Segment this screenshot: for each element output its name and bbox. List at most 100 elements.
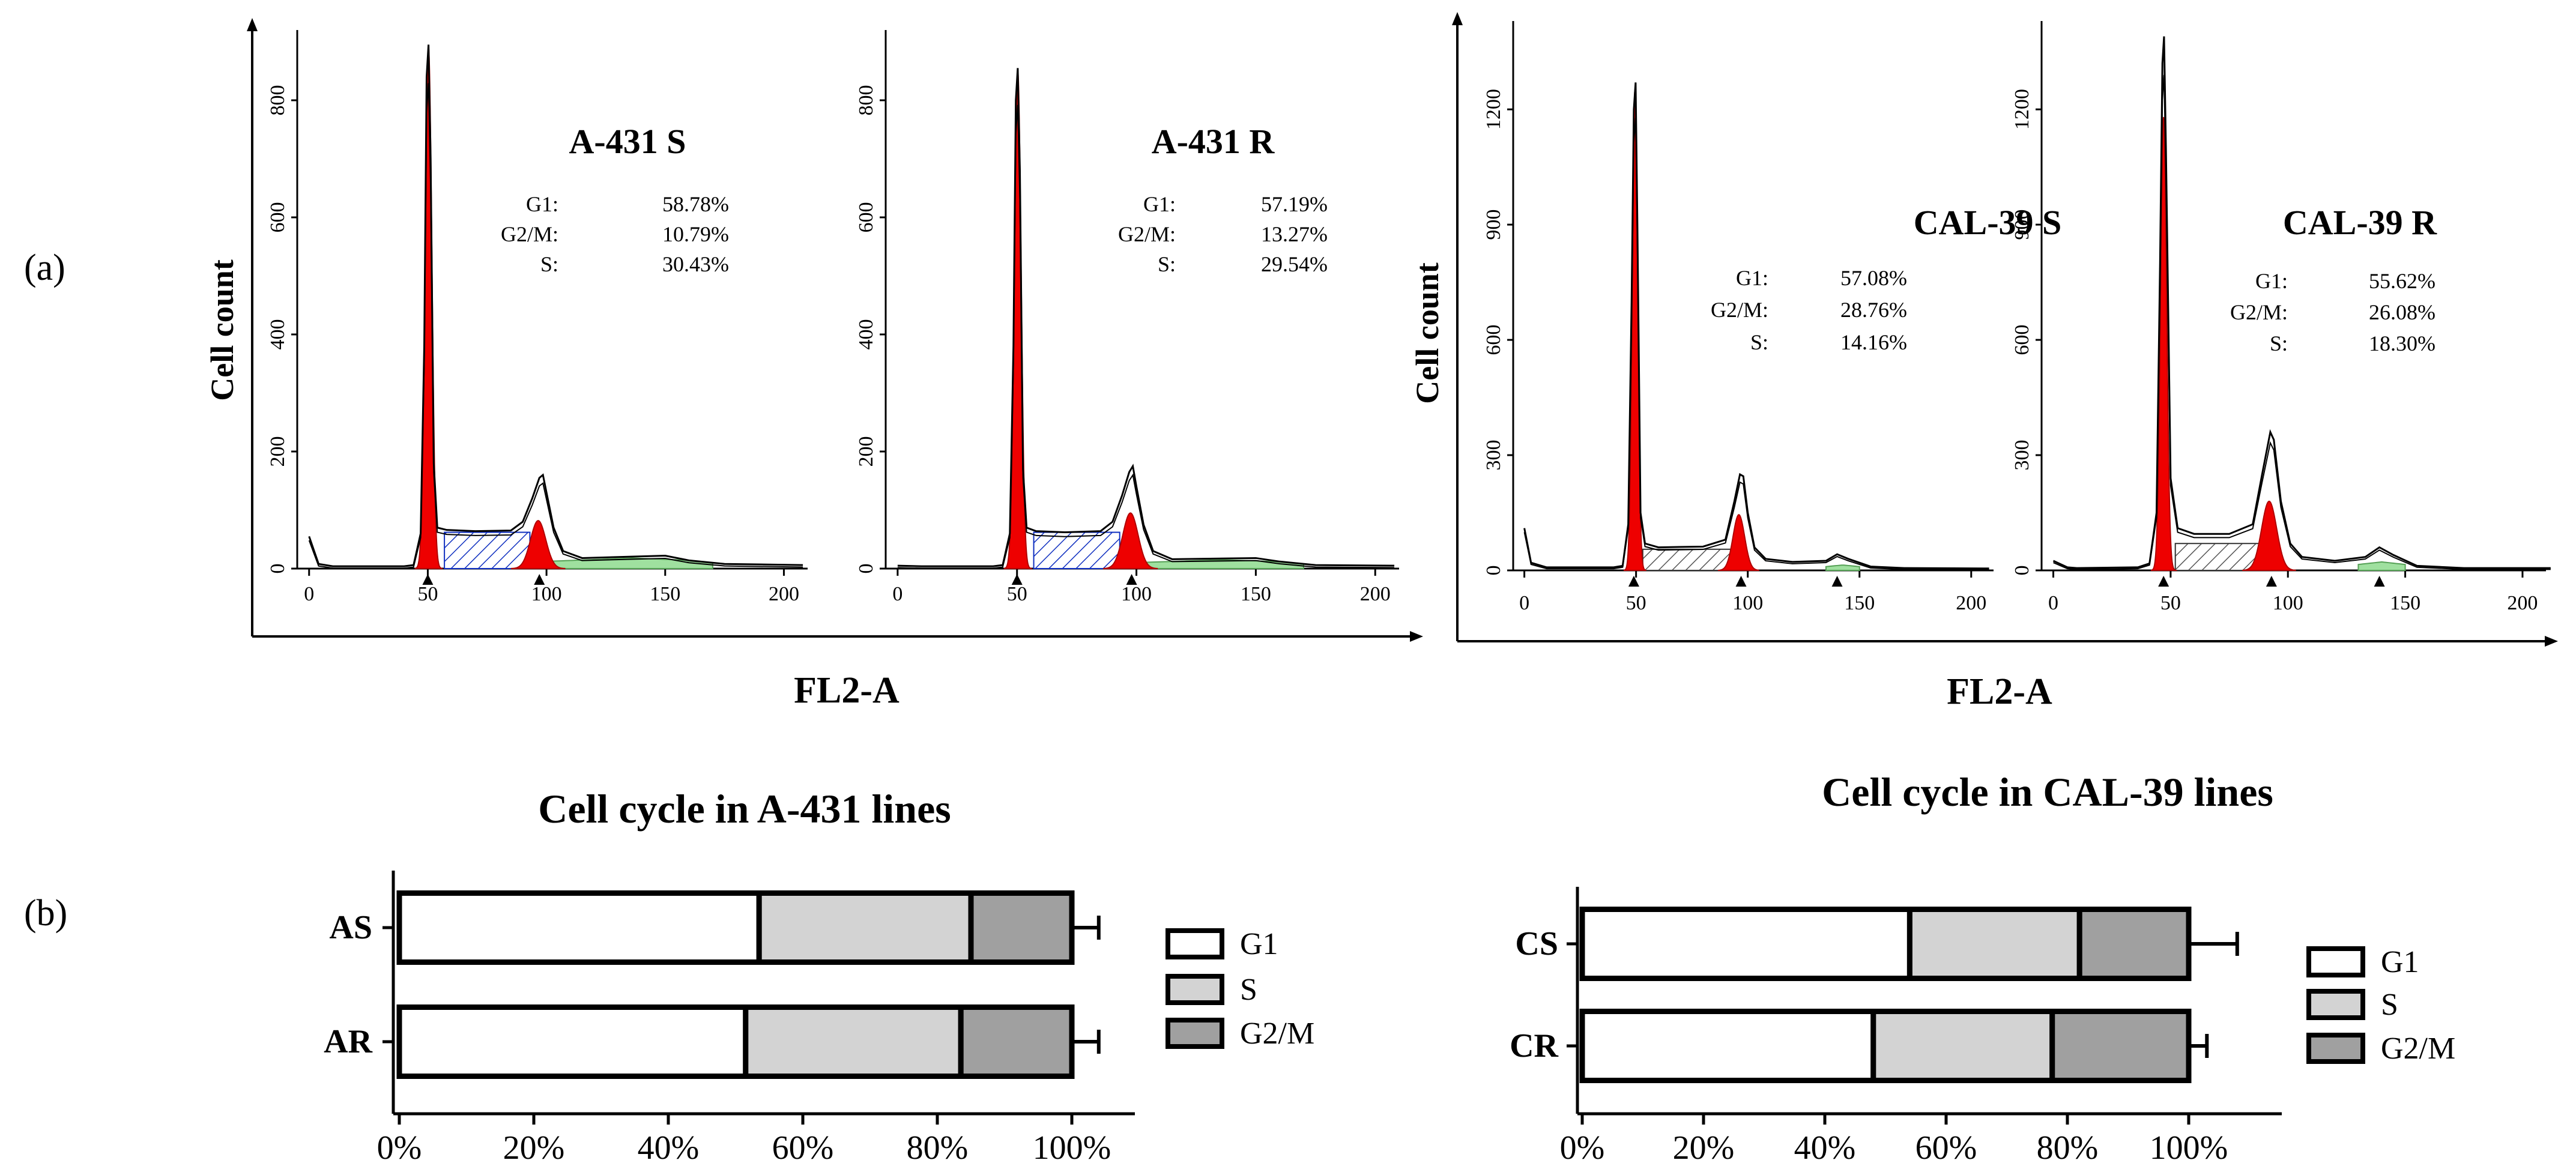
x-tick-label: 200 [2507, 592, 2538, 614]
g2-peak [511, 520, 566, 569]
stat-value: 26.08% [2369, 300, 2435, 324]
histogram-trace [1523, 82, 1989, 570]
x-tick-label: 150 [650, 583, 680, 605]
x-axis-label-left: FL2-A [794, 670, 899, 711]
g1-peak [1623, 90, 1646, 571]
x-tick-label: 0 [2048, 592, 2058, 614]
y-tick-label: 0 [1483, 566, 1505, 576]
stat-value: 58.78% [662, 192, 729, 216]
x-tick-label: 20% [503, 1129, 565, 1167]
green-region [2357, 561, 2406, 571]
histogram-trace [308, 44, 803, 567]
bar-segment-s [756, 890, 974, 965]
peak-marker [1831, 576, 1843, 587]
peak-marker [1628, 576, 1639, 587]
stat-label: G2/M: [1118, 222, 1176, 246]
x-tick-label: 100 [1732, 592, 1763, 614]
y-tick-label: 400 [855, 319, 877, 350]
peak-marker [1011, 574, 1023, 585]
y-tick-label: 0 [855, 564, 877, 574]
g2-peak [2242, 500, 2296, 571]
x-tick-label: 50 [2160, 592, 2181, 614]
histogram-trace [1523, 118, 1989, 570]
x-tick-label: 80% [907, 1129, 969, 1167]
y-tick-label: 0 [267, 564, 289, 574]
histogram-title: A-431 S [569, 122, 686, 161]
group-right-axes [1452, 12, 2558, 647]
stat-label: S: [540, 252, 558, 276]
stat-label: S: [1158, 252, 1176, 276]
y-tick-label: 900 [2011, 210, 2033, 240]
x-tick-label: 50 [417, 583, 438, 605]
panel-b-label: (b) [24, 893, 67, 934]
stat-label: S: [2270, 331, 2288, 355]
y-tick-label: 300 [2011, 440, 2033, 471]
category-label: CR [1510, 1027, 1558, 1065]
x-tick-label: 20% [1673, 1129, 1735, 1167]
peak-marker [2374, 576, 2385, 587]
x-tick-label: 200 [1360, 583, 1391, 605]
bar-chart-title: Cell cycle in CAL-39 lines [1822, 769, 2273, 815]
x-tick-label: 100 [531, 583, 562, 605]
bar-chart-cal39: Cell cycle in CAL-39 lines 0% 20% 40% 60% 80%… [1510, 769, 2455, 1167]
x-tick-label: 0 [892, 583, 903, 605]
bar-segment-g1 [1579, 907, 1912, 981]
y-tick-label: 800 [267, 85, 289, 116]
peak-marker [2266, 576, 2277, 587]
bar-segment-g2m [2049, 1009, 2192, 1083]
y-tick-label: 600 [1483, 325, 1505, 355]
legend-swatch [2306, 946, 2365, 977]
x-axis-label-right: FL2-A [1947, 671, 2052, 712]
bar-segment-g2m [958, 1004, 1075, 1079]
x-tick-label: 0 [304, 583, 314, 605]
y-axis-label-right: Cell count [1409, 262, 1445, 404]
x-tick-label: 200 [769, 583, 799, 605]
stat-value: 57.19% [1261, 192, 1328, 216]
x-tick-label: 50 [1626, 592, 1646, 614]
g2-peak [1717, 514, 1759, 571]
peak-marker [2158, 576, 2169, 587]
stat-value: 18.30% [2369, 331, 2435, 355]
histogram-title: A-431 R [1152, 122, 1275, 161]
s-phase-region [1033, 531, 1120, 569]
x-tick-label: 150 [1844, 592, 1875, 614]
stat-value: 29.54% [1261, 252, 1328, 276]
bar-segment-g2m [2076, 907, 2192, 981]
peak-marker [422, 574, 434, 585]
y-tick-label: 1200 [1483, 89, 1505, 130]
bar-segment-g1 [396, 890, 762, 965]
y-tick-label: 600 [267, 202, 289, 233]
group-left-axes [247, 18, 1423, 642]
stat-value: 57.08% [1840, 266, 1907, 290]
x-tick-label: 100 [2273, 592, 2303, 614]
y-tick-label: 1200 [2011, 89, 2033, 130]
bar-segment-s [1870, 1009, 2055, 1083]
y-tick-label: 600 [855, 202, 877, 233]
histogram-cal39-r: 0 50 100 150 200 0 300 600 900 1200 CAL-39 R G1: 55.… [2011, 21, 2551, 614]
y-tick-label: 800 [855, 85, 877, 116]
legend-swatch [1166, 928, 1224, 959]
x-tick-label: 60% [772, 1129, 834, 1167]
legend-swatch [2306, 989, 2365, 1020]
histogram-a431-r: 0 50 100 150 200 0 200 400 600 800 A-431 R G1: 57.19… [855, 30, 1399, 605]
stat-label: G1: [526, 192, 558, 216]
x-tick-label: 150 [2390, 592, 2420, 614]
histogram-title: CAL-39 R [2283, 203, 2437, 242]
x-tick-label: 0% [377, 1129, 422, 1167]
stat-label: G1: [2255, 269, 2288, 293]
y-tick-label: 600 [2011, 325, 2033, 355]
y-tick-label: 200 [855, 436, 877, 467]
category-label: CS [1515, 925, 1558, 962]
histogram-trace [2053, 74, 2551, 570]
g1-peak [2150, 116, 2178, 571]
histogram-trace [897, 68, 1395, 567]
stat-label: G1: [1143, 192, 1176, 216]
x-tick-label: 0 [1519, 592, 1529, 614]
category-label: AS [329, 909, 372, 946]
x-tick-label: 60% [1915, 1129, 1977, 1167]
y-tick-label: 200 [267, 436, 289, 467]
s-phase-region [444, 531, 531, 569]
histogram-a431-s: 0 50 100 150 200 0 200 400 600 800 A-431 S G1: 58.78… [267, 30, 808, 605]
stat-label: G2/M: [1711, 298, 1768, 322]
x-tick-label: 80% [2037, 1129, 2099, 1167]
